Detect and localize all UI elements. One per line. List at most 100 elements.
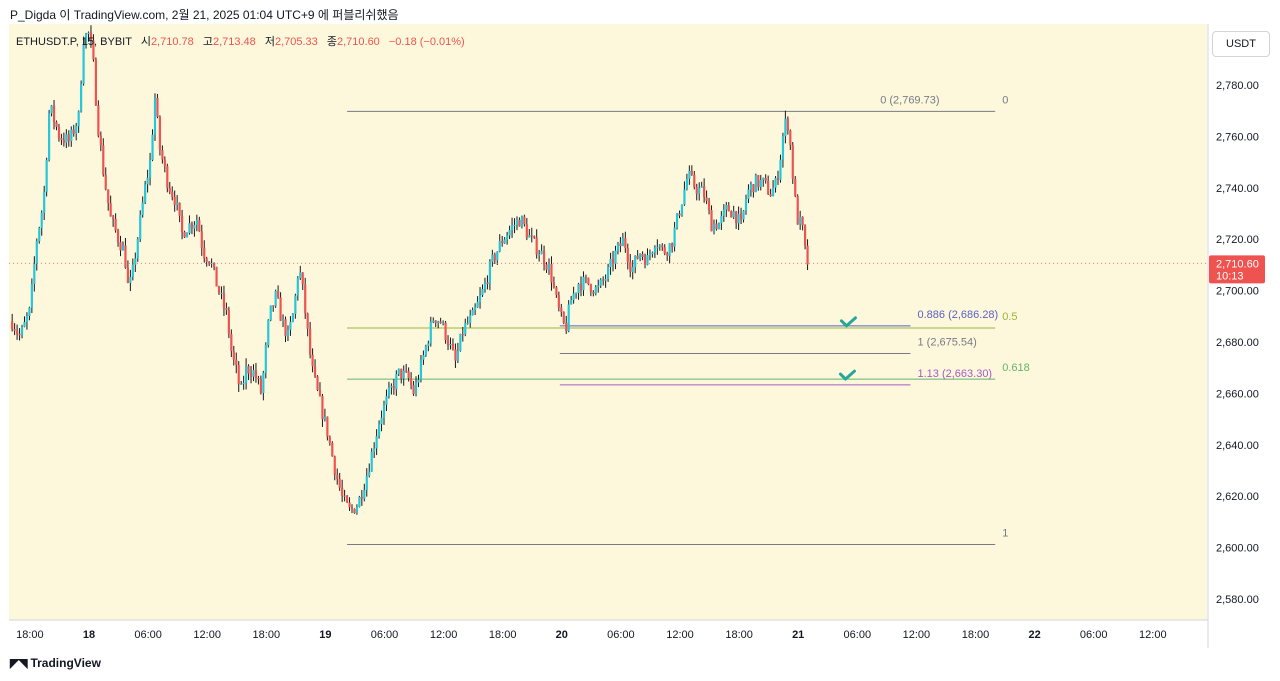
currency-button[interactable]: USDT xyxy=(1212,31,1270,57)
candle xyxy=(483,282,487,290)
candle xyxy=(200,231,203,248)
price-axis-tick: 2,620.00 xyxy=(1216,491,1259,503)
candle xyxy=(232,351,235,360)
candle xyxy=(311,354,314,367)
candle xyxy=(249,373,253,377)
candle xyxy=(358,496,361,508)
candle xyxy=(360,496,363,499)
candle xyxy=(680,204,684,216)
candle xyxy=(675,213,679,228)
candle xyxy=(190,223,194,229)
candle xyxy=(166,166,169,188)
candle xyxy=(77,111,80,127)
candle xyxy=(151,134,154,161)
candle xyxy=(237,365,240,385)
candle xyxy=(799,216,802,225)
candle xyxy=(661,245,664,248)
candle xyxy=(67,134,70,142)
current-price-tag xyxy=(1209,255,1265,284)
time-axis-tick: 18:00 xyxy=(962,629,990,641)
footer-brand[interactable]: ◤◥ TradingView xyxy=(10,656,101,670)
time-axis-tick: 06:00 xyxy=(371,629,399,641)
candle xyxy=(636,255,639,259)
candle xyxy=(562,312,565,323)
candle xyxy=(299,272,302,278)
candle xyxy=(488,261,491,285)
candle xyxy=(25,316,29,323)
candle xyxy=(439,321,442,323)
candle xyxy=(272,305,275,307)
candle xyxy=(432,320,435,323)
candle xyxy=(624,237,627,249)
time-axis-tick: 18 xyxy=(83,629,95,641)
candle xyxy=(377,424,381,437)
candle xyxy=(203,247,206,259)
candle xyxy=(254,370,258,379)
candle xyxy=(141,202,144,215)
candle xyxy=(606,267,610,279)
candle xyxy=(220,292,223,294)
check-icon xyxy=(839,316,857,328)
candle xyxy=(72,129,75,134)
candle xyxy=(776,178,780,180)
time-axis-tick: 19 xyxy=(319,629,331,641)
candle xyxy=(136,239,139,259)
candle xyxy=(656,247,659,249)
candle xyxy=(313,366,317,377)
candle xyxy=(619,243,622,247)
candle xyxy=(725,205,728,210)
candle xyxy=(535,237,538,255)
candle xyxy=(50,105,53,114)
candle xyxy=(754,175,757,193)
candle xyxy=(104,174,107,190)
candle xyxy=(597,285,600,288)
candle xyxy=(28,307,31,317)
candle xyxy=(587,277,590,285)
candle xyxy=(291,313,294,322)
candle xyxy=(501,241,504,244)
price-axis-tick: 2,740.00 xyxy=(1216,183,1259,195)
candle xyxy=(703,186,706,198)
candle xyxy=(84,34,88,45)
candle xyxy=(717,223,721,230)
candle xyxy=(269,305,272,321)
candle xyxy=(11,321,14,330)
candle xyxy=(429,322,432,344)
candle xyxy=(550,263,553,283)
candle xyxy=(131,264,134,277)
candle xyxy=(146,177,149,185)
candle xyxy=(227,310,230,335)
candle xyxy=(309,328,312,355)
candle xyxy=(629,261,632,272)
candle xyxy=(405,370,408,372)
candle xyxy=(368,471,371,476)
candle xyxy=(781,136,785,160)
fib-extension-label: 1 (2,675.54) xyxy=(917,336,976,348)
candle xyxy=(395,374,398,390)
candle xyxy=(161,150,164,160)
candle xyxy=(737,213,740,224)
candle xyxy=(631,267,634,272)
candle xyxy=(18,333,21,336)
candle xyxy=(506,235,509,240)
candle xyxy=(555,287,558,296)
candle xyxy=(732,211,735,218)
candle xyxy=(240,383,243,385)
candle xyxy=(688,170,691,179)
candle xyxy=(116,230,120,243)
candle xyxy=(402,370,405,379)
candle xyxy=(180,215,184,232)
candle xyxy=(641,253,644,257)
candle xyxy=(274,291,277,307)
candle xyxy=(666,253,669,256)
candle xyxy=(373,448,376,452)
time-axis-tick: 06:00 xyxy=(134,629,162,641)
candle xyxy=(52,105,56,122)
candle xyxy=(530,235,533,237)
candle xyxy=(92,40,95,60)
candle xyxy=(355,507,359,514)
candle xyxy=(35,241,38,264)
close-label: 종 xyxy=(326,36,337,48)
candle xyxy=(419,359,423,380)
